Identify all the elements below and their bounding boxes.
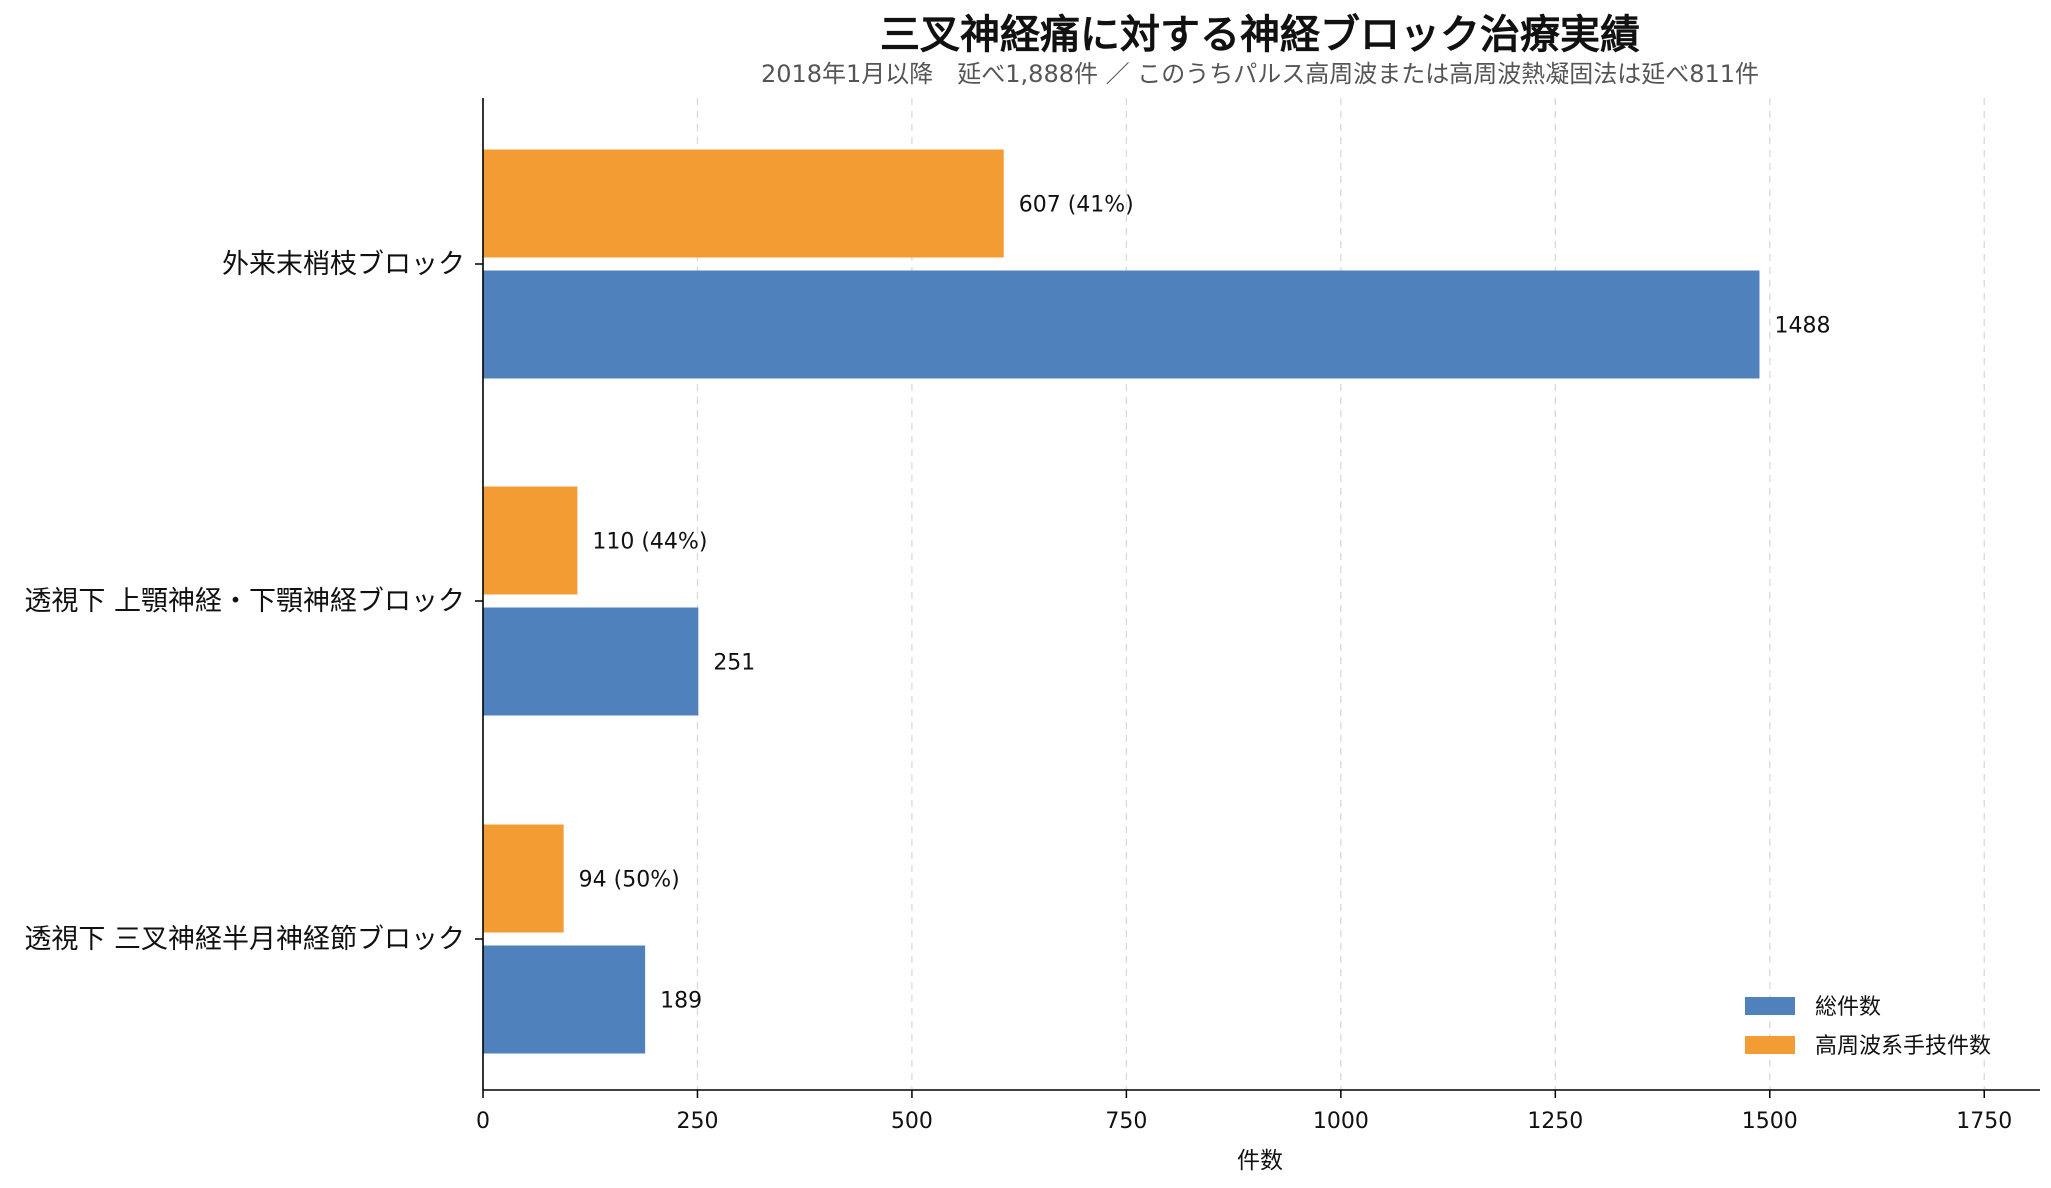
legend-label: 総件数 [1815,995,1881,1020]
category-label: 外来末梢枝ブロック [222,249,465,280]
x-tick-label: 250 [676,1109,718,1134]
x-tick-label: 0 [476,1109,490,1134]
bars [483,149,1760,1054]
bar-total-3 [483,945,646,1054]
data-label-total: 1488 [1774,314,1830,339]
category-label: 透視下 三叉神経半月神経節ブロック [24,924,465,955]
chart-subtitle: 2018年1月以降 延べ1,888件 ／ このうちパルス高周波または高周波熱凝固… [761,60,1759,88]
legend-swatch [1745,1036,1795,1054]
x-tick-label: 1750 [1956,1109,2012,1134]
bar-total-1 [483,270,1760,379]
x-tick-label: 1000 [1313,1109,1369,1134]
x-axis-title: 件数 [1237,1148,1283,1174]
bar-rf-2 [483,486,578,595]
gridlines [696,98,1985,1090]
data-label-total: 251 [713,651,755,676]
bar-rf-3 [483,824,564,933]
x-tick-label: 500 [891,1109,933,1134]
data-label-rf: 607 (41%) [1019,193,1134,218]
chart-title: 三叉神経痛に対する神経ブロック治療実績 [880,12,1640,58]
x-tick-label: 750 [1105,1109,1147,1134]
data-label-total: 189 [660,989,702,1014]
bar-rf-1 [483,149,1004,258]
category-label: 透視下 上顎神経・下顎神経ブロック [24,586,465,617]
bar-total-2 [483,607,699,716]
data-label-rf: 94 (50%) [579,868,680,893]
x-tick-label: 1500 [1742,1109,1798,1134]
x-tick-label: 1250 [1527,1109,1583,1134]
legend-label: 高周波系手技件数 [1815,1034,1991,1059]
legend-swatch [1745,997,1795,1015]
data-label-rf: 110 (44%) [592,530,707,555]
data-labels: 607 (41%) 1488 110 (44%) 251 94 (50%) 189 [579,193,1831,1014]
